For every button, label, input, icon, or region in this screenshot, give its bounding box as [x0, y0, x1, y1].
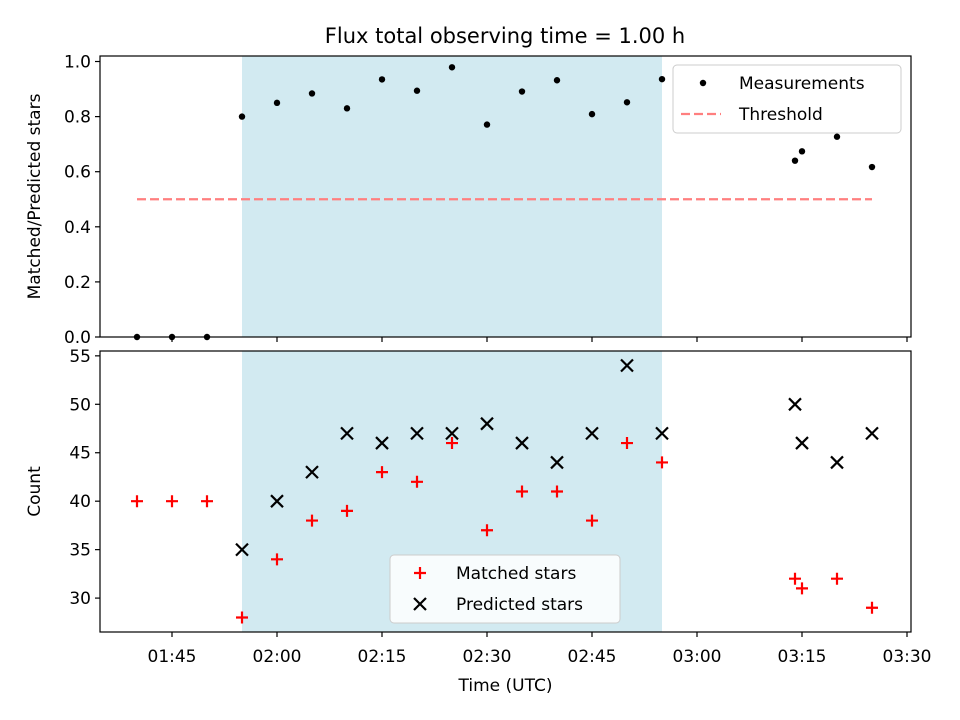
data-point — [270, 494, 284, 508]
data-point — [866, 601, 878, 614]
x-tick-label: 03:30 — [883, 647, 932, 667]
y-tick-label: 35 — [69, 541, 91, 561]
data-point — [516, 485, 528, 498]
data-point — [306, 514, 318, 527]
series-predicted-stars — [235, 358, 879, 557]
x-tick-label: 02:00 — [253, 647, 302, 667]
data-point — [620, 358, 634, 373]
data-point — [413, 87, 421, 94]
x-tick-label: 01:45 — [148, 647, 197, 667]
data-point — [273, 99, 281, 107]
data-point — [621, 437, 633, 450]
data-point — [795, 436, 809, 450]
x-tick-label: 03:15 — [778, 647, 827, 667]
data-point — [483, 121, 491, 128]
bottom-panel-count: 30 35 40 45 50 55 01:45 02:00 02:15 02:30 02:45 03:… — [25, 347, 932, 696]
legend-label: Predicted stars — [456, 595, 583, 615]
data-point — [586, 514, 598, 527]
axes-frame — [99, 55, 912, 338]
y-tick-label: 0.8 — [64, 108, 91, 128]
data-point — [131, 495, 143, 508]
data-point — [518, 88, 526, 95]
data-point — [376, 466, 388, 479]
legend-box — [672, 64, 902, 134]
axes-frame — [99, 350, 912, 633]
data-point — [553, 77, 561, 84]
data-point — [551, 485, 563, 498]
series-measurements — [133, 64, 876, 341]
data-point — [340, 426, 354, 441]
legend-label: Measurements — [739, 74, 865, 94]
y-tick-label: 50 — [69, 395, 91, 415]
data-point — [831, 572, 843, 585]
y-tick-label: 1.0 — [64, 53, 91, 73]
legend-label: Threshold — [738, 105, 823, 125]
data-point — [238, 113, 246, 120]
data-point — [446, 437, 458, 450]
y-axis-label: Count — [25, 466, 45, 517]
data-point — [305, 465, 319, 479]
legend-box — [389, 554, 621, 624]
chart-title: Flux total observing time = 1.00 h — [325, 24, 685, 48]
data-point — [623, 99, 631, 106]
legend: Measurements Threshold — [672, 64, 902, 134]
data-point — [550, 455, 564, 470]
data-point — [658, 75, 666, 83]
y-tick-label: 45 — [69, 444, 91, 464]
shaded-span — [242, 56, 662, 337]
legend-marker — [414, 567, 426, 579]
x-axis-label: Time (UTC) — [458, 676, 553, 696]
x-tick-label: 02:15 — [358, 647, 407, 667]
x-tick-label: 03:00 — [673, 647, 722, 667]
data-point — [308, 90, 316, 97]
data-point — [448, 64, 456, 71]
y-tick-label: 40 — [69, 492, 91, 512]
data-point — [515, 436, 529, 450]
data-point — [868, 163, 876, 171]
data-point — [830, 455, 844, 470]
data-point — [588, 110, 596, 118]
data-point — [375, 436, 389, 450]
data-point — [236, 611, 248, 624]
data-point — [796, 582, 808, 595]
top-panel-ratio: 0.0 0.2 0.4 0.6 0.8 1.0 Matched/Predicted star… — [25, 53, 912, 348]
data-point — [271, 553, 283, 566]
legend-marker — [699, 79, 707, 87]
y-tick-label: 0.0 — [64, 328, 91, 348]
data-point — [656, 456, 668, 469]
y-tick-label: 55 — [69, 347, 91, 367]
data-point — [166, 495, 178, 508]
data-point — [411, 475, 423, 488]
y-tick-label: 30 — [69, 589, 91, 609]
y-axis-label: Matched/Predicted stars — [25, 93, 45, 299]
data-point — [201, 495, 213, 508]
data-point — [378, 76, 386, 83]
data-point — [481, 524, 493, 537]
series-matched-stars — [131, 437, 878, 624]
data-point — [798, 148, 806, 155]
x-tick-label: 02:30 — [463, 647, 512, 667]
data-point — [789, 572, 801, 585]
data-point — [341, 504, 353, 517]
y-tick-label: 0.6 — [64, 163, 91, 183]
data-point — [480, 416, 494, 431]
y-tick-label: 0.2 — [64, 273, 91, 293]
data-point — [865, 426, 879, 441]
data-point — [585, 426, 599, 441]
data-point — [235, 542, 249, 557]
data-point — [410, 426, 424, 441]
data-point — [445, 426, 459, 441]
y-tick-label: 0.4 — [64, 218, 91, 238]
data-point — [833, 133, 841, 140]
data-point — [788, 397, 802, 412]
legend: Matched stars Predicted stars — [389, 554, 621, 624]
x-tick-label: 02:45 — [568, 647, 617, 667]
data-point — [791, 157, 799, 164]
data-point — [343, 105, 351, 112]
data-point — [655, 426, 669, 441]
legend-label: Matched stars — [456, 564, 576, 584]
legend-marker — [413, 597, 427, 611]
